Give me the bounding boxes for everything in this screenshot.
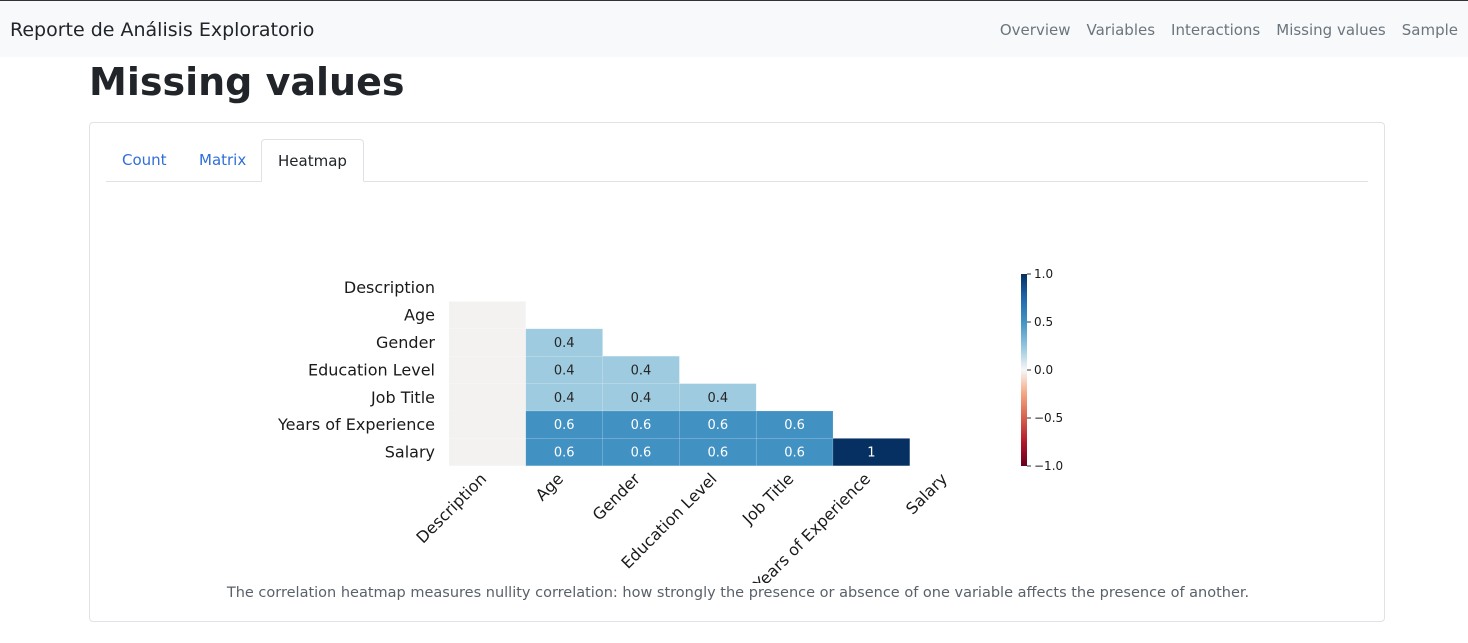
- heatmap-cell: [755, 438, 834, 467]
- heatmap-cell-label: 0.6: [554, 446, 575, 461]
- navbar: Reporte de Análisis Exploratorio Overvie…: [0, 0, 1468, 57]
- heatmap-column-label: Age: [532, 469, 567, 504]
- heatmap-cell: [525, 383, 603, 412]
- heatmap-cell-label: 0.4: [554, 363, 575, 378]
- heatmap-cell: [755, 410, 834, 439]
- heatmap-column-label: Salary: [902, 469, 951, 518]
- heatmap-row-label: Education Level: [308, 360, 435, 379]
- nav-link-interactions[interactable]: Interactions: [1171, 21, 1261, 39]
- tab-count[interactable]: Count: [122, 151, 167, 169]
- heatmap-cell: [448, 301, 527, 330]
- tab-matrix[interactable]: Matrix: [199, 151, 247, 169]
- heatmap-column-label: Gender: [589, 469, 644, 524]
- nav-link-missing-values[interactable]: Missing values: [1276, 21, 1386, 39]
- colorbar-tick-label: 0.5: [1034, 315, 1053, 329]
- heatmap-row-label: Age: [404, 306, 435, 325]
- heatmap-caption: The correlation heatmap measures nullity…: [226, 585, 1250, 601]
- heatmap-cell-label: 0.6: [707, 446, 728, 461]
- heatmap-cell: [525, 438, 603, 467]
- heatmap-cell-label: 0.6: [784, 418, 805, 433]
- heatmap-cell: [602, 383, 680, 412]
- heatmap-cell: [602, 438, 680, 467]
- heatmap-cell-label: 0.6: [707, 418, 728, 433]
- nav-link-variables[interactable]: Variables: [1086, 21, 1156, 39]
- missing-values-card: Count Matrix Heatmap 0.4 0.4 0.4 0.4 0.4 0.4 0…: [89, 122, 1385, 622]
- brand-title[interactable]: Reporte de Análisis Exploratorio: [10, 19, 315, 41]
- heatmap-cell-label: 0.6: [631, 418, 652, 433]
- nullity-heatmap: 0.4 0.4 0.4 0.4 0.4 0.4 0.6 0.6 0.6 0.6 0.6 0.6 0.6 0…: [277, 267, 1063, 583]
- tab-bar: Count Matrix Heatmap: [106, 139, 1368, 182]
- heatmap-cell: [602, 355, 680, 384]
- colorbar-tick-label: −0.5: [1034, 411, 1063, 425]
- heatmap-column-label: Description: [412, 469, 490, 547]
- heatmap-cell: [679, 383, 757, 412]
- heatmap-cell: [448, 355, 527, 384]
- heatmap-cell-label: 0.4: [631, 391, 652, 406]
- heatmap-cell-label: 0.4: [554, 336, 575, 351]
- heatmap-cell-label: 0.6: [631, 446, 652, 461]
- heatmap-column-label: Job Title: [738, 469, 797, 528]
- colorbar-tick-label: −1.0: [1034, 459, 1063, 473]
- nav-link-sample[interactable]: Sample: [1401, 21, 1458, 39]
- heatmap-cell: [448, 438, 527, 467]
- heatmap-cell: [448, 328, 527, 357]
- heatmap-cell-label: 1: [867, 446, 875, 461]
- page-title: Missing values: [89, 60, 405, 104]
- nav-link-overview[interactable]: Overview: [999, 21, 1071, 39]
- heatmap-cell: [448, 383, 527, 412]
- colorbar-tick-label: 1.0: [1034, 267, 1053, 281]
- colorbar-tick-label: 0.0: [1034, 363, 1053, 377]
- heatmap-row-label: Description: [344, 278, 435, 297]
- heatmap-cell: [448, 410, 527, 439]
- tab-heatmap[interactable]: Heatmap: [261, 139, 364, 182]
- nav-links: Overview Variables Interactions Missing …: [984, 21, 1458, 39]
- heatmap-cell: [602, 410, 680, 439]
- heatmap-cell: [832, 438, 911, 467]
- heatmap-cell: [525, 410, 603, 439]
- heatmap-cell-label: 0.6: [554, 418, 575, 433]
- heatmap-row-label: Years of Experience: [277, 415, 435, 434]
- heatmap-row-label: Salary: [385, 443, 435, 462]
- heatmap-cell-label: 0.6: [784, 446, 805, 461]
- colorbar: [1021, 274, 1027, 466]
- heatmap-cell-label: 0.4: [631, 363, 652, 378]
- heatmap-cell: [679, 438, 757, 467]
- heatmap-cell-label: 0.4: [554, 391, 575, 406]
- heatmap-cell-label: 0.4: [707, 391, 728, 406]
- heatmap-cell: [679, 410, 757, 439]
- heatmap-row-label: Gender: [376, 333, 435, 352]
- heatmap-row-label: Job Title: [370, 388, 435, 407]
